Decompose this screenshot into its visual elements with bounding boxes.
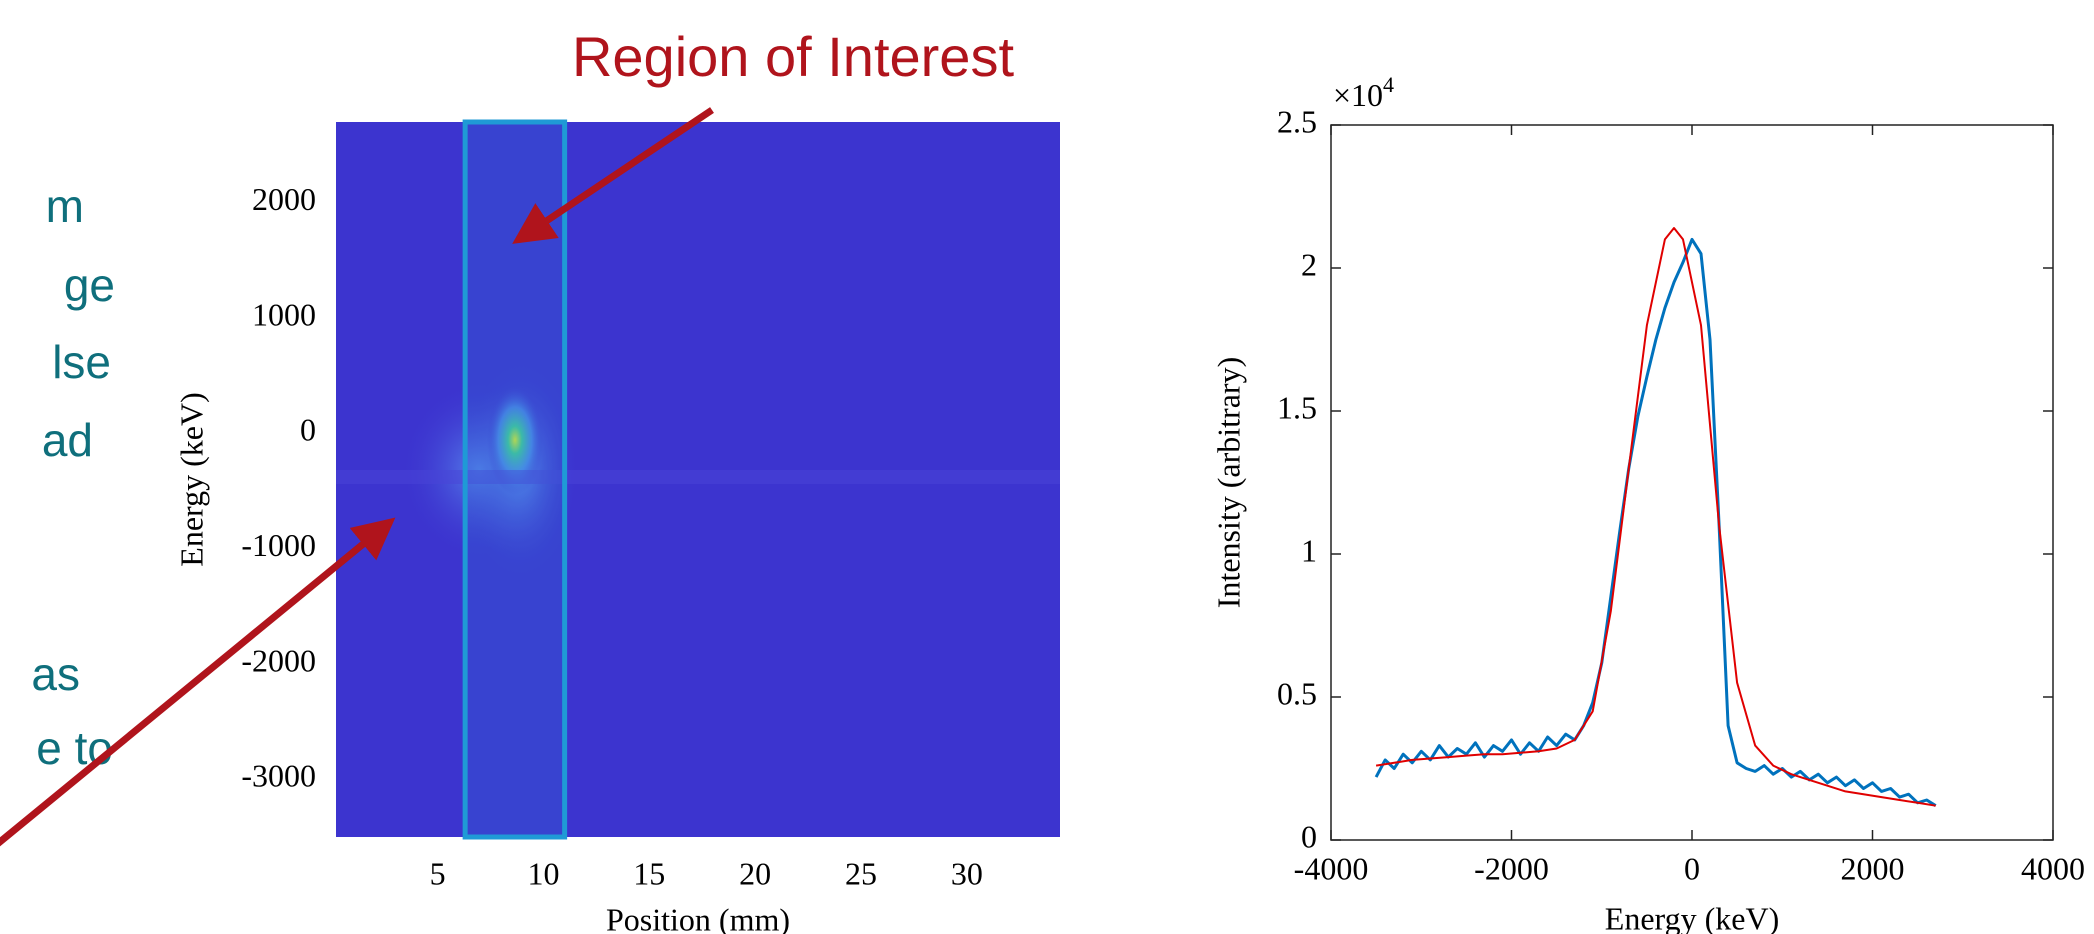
x-axis-label: Position (mm) [606, 901, 790, 934]
y-tick-label: 2.5 [1277, 103, 1317, 139]
x-tick-label: 20 [739, 855, 771, 891]
text-fragment: m [46, 180, 84, 232]
y-tick-label: 2000 [252, 181, 316, 217]
y-tick-label: -3000 [241, 758, 316, 794]
x-tick-label: -4000 [1294, 850, 1369, 886]
x-tick-label: 0 [1684, 850, 1700, 886]
heatmap-chart: Region of Interest 5 10 15 20 25 30 2000 1000 0 -1… [173, 25, 1060, 934]
y-tick-label: 1 [1301, 532, 1317, 568]
line-chart: -4000 -2000 0 2000 4000 0 0.5 1 1.5 2 2.5 ×104 Energ… [1210, 72, 2085, 934]
text-fragment: ad [42, 414, 93, 466]
faint-band [336, 470, 1060, 484]
text-fragment: ge [64, 259, 115, 311]
y-tick-label: -2000 [241, 642, 316, 678]
arrow [0, 517, 396, 847]
y-tick-label: -1000 [241, 527, 316, 563]
x-tick-label: -2000 [1474, 850, 1549, 886]
x-tick-label: 10 [527, 855, 559, 891]
x-tick-label: 30 [951, 855, 983, 891]
series-line [1374, 237, 1937, 807]
multiplier-base: ×10 [1333, 77, 1383, 113]
x-tick-label: 15 [633, 855, 665, 891]
series-line [1375, 227, 1936, 807]
x-tick-label: 4000 [2021, 850, 2085, 886]
y-tick-label: 1000 [252, 296, 316, 332]
axis-multiplier: ×104 [1333, 72, 1394, 113]
multiplier-exponent: 4 [1383, 72, 1394, 97]
y-tick-label: 0 [300, 412, 316, 448]
plot-frame [1330, 124, 2054, 841]
region-of-interest [462, 119, 568, 840]
x-axis-label: Energy (keV) [1605, 900, 1779, 934]
x-tick-label: 5 [430, 855, 446, 891]
arrow [512, 107, 714, 244]
y-axis-label: Energy (keV) [173, 392, 209, 566]
y-tick-label: 2 [1301, 246, 1317, 282]
cropped-text: m ge lse ad as e to [31, 180, 115, 774]
x-tick-label: 25 [845, 855, 877, 891]
text-fragment: e to [36, 722, 113, 774]
y-axis-label: Intensity (arbitrary) [1210, 357, 1246, 608]
text-fragment: as [31, 648, 80, 700]
heatmap-peak [487, 385, 543, 495]
y-tick-label: 0 [1301, 818, 1317, 854]
x-tick-label: 2000 [1841, 850, 1905, 886]
annotation: Region of Interest [572, 25, 1014, 88]
y-tick-label: 0.5 [1277, 675, 1317, 711]
text-fragment: lse [52, 336, 111, 388]
y-tick-label: 1.5 [1277, 389, 1317, 425]
